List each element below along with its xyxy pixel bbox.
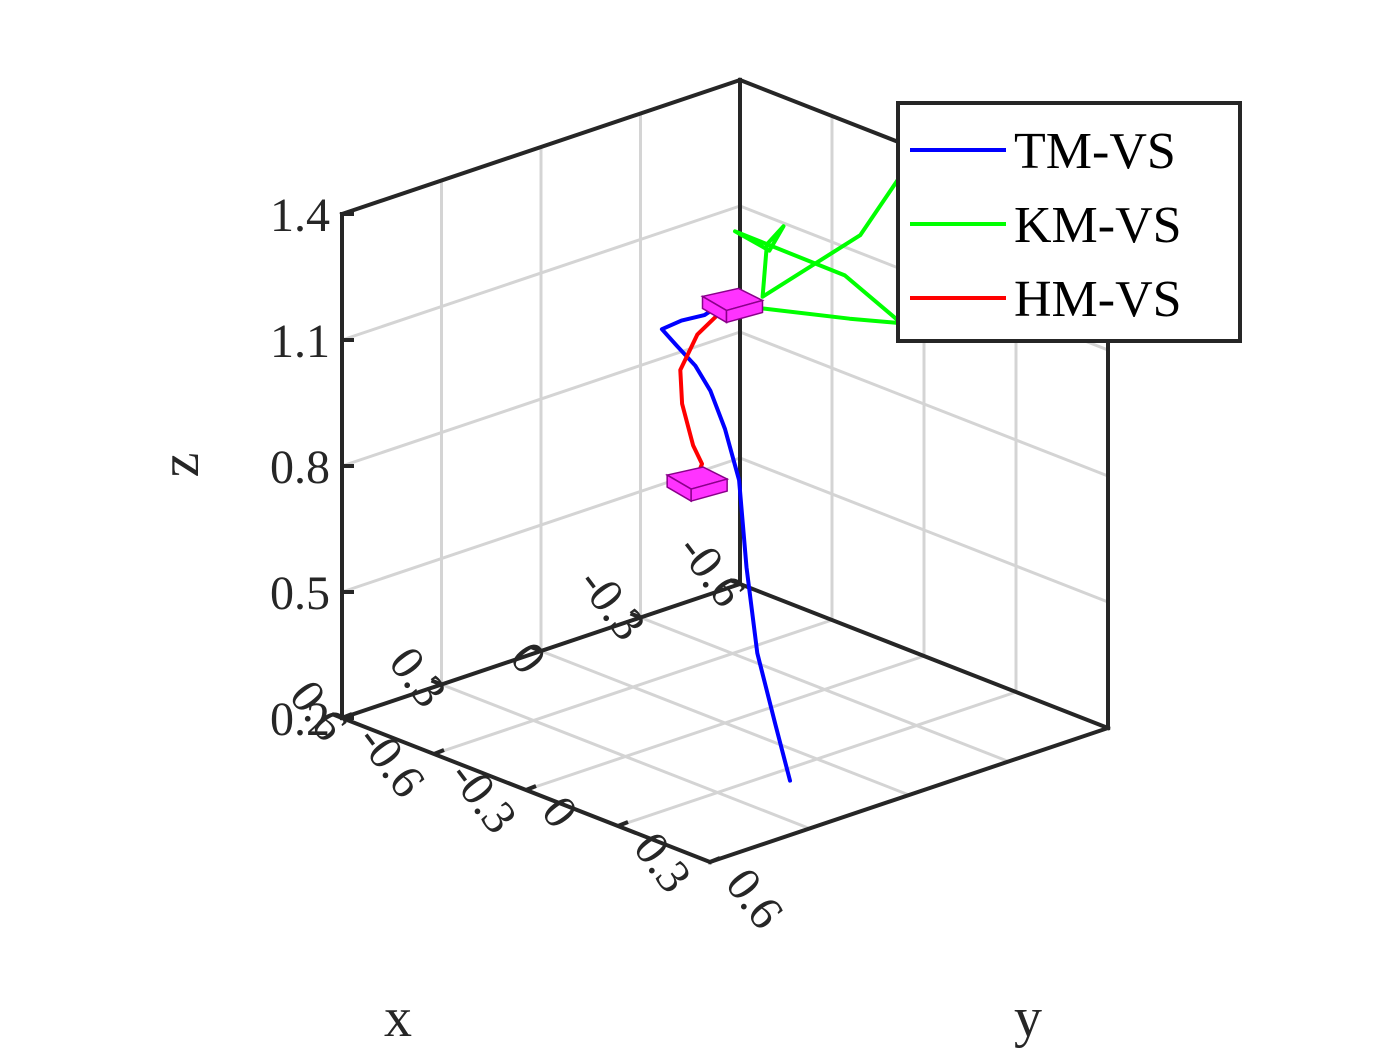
x-tick <box>729 578 741 586</box>
x-tick <box>629 611 642 620</box>
grid-line <box>739 456 1109 604</box>
legend-label-km-vs: KM-VS <box>1014 197 1182 254</box>
z-tick-label: 1.1 <box>270 315 330 368</box>
z-tick-label: 0.2 <box>270 693 330 746</box>
series-line-tm-vs <box>659 304 792 783</box>
marker-front <box>725 299 764 324</box>
grid-line <box>341 330 741 468</box>
y-tick <box>433 748 445 756</box>
y-tick-label: -0.3 <box>439 751 527 844</box>
y-tick <box>341 712 353 720</box>
series-line-hm-vs <box>678 300 733 483</box>
grid-line <box>739 330 1109 478</box>
legend: TM-VS KM-VS HM-VS <box>896 101 1242 343</box>
series-line-km-vs <box>712 164 911 326</box>
axis-edge <box>707 725 1111 865</box>
z-tick-label: 0.5 <box>270 567 330 620</box>
x-tick <box>530 645 542 653</box>
z-axis-label: z <box>149 453 211 478</box>
grid-line <box>525 654 925 792</box>
z-tick-label: 1.4 <box>270 189 330 242</box>
y-tick <box>525 784 537 792</box>
x-tick <box>331 712 343 720</box>
y-tick <box>709 856 721 864</box>
legend-label-tm-vs: TM-VS <box>1014 123 1176 180</box>
grid-line <box>341 204 741 342</box>
y-tick-label: 0.6 <box>715 859 793 939</box>
grid-line <box>433 618 833 756</box>
z-tick-label: 0.8 <box>270 441 330 494</box>
grid-line <box>617 690 1017 828</box>
x-tick-label: 0 <box>500 633 557 684</box>
marker-front <box>690 478 728 503</box>
axis-edge <box>737 581 1111 731</box>
legend-label-hm-vs: HM-VS <box>1014 271 1182 328</box>
data-series <box>659 164 911 783</box>
camera-markers <box>665 287 765 503</box>
camera-marker <box>700 287 765 324</box>
y-tick-label: -0.6 <box>347 715 435 808</box>
axis-edge <box>339 77 743 217</box>
y-tick <box>617 820 629 828</box>
x-axis-label: x <box>384 987 412 1049</box>
x-tick-label: 0.3 <box>379 637 457 717</box>
y-axis-label: y <box>1014 987 1042 1049</box>
camera-marker <box>665 466 730 503</box>
x-tick <box>430 678 443 687</box>
